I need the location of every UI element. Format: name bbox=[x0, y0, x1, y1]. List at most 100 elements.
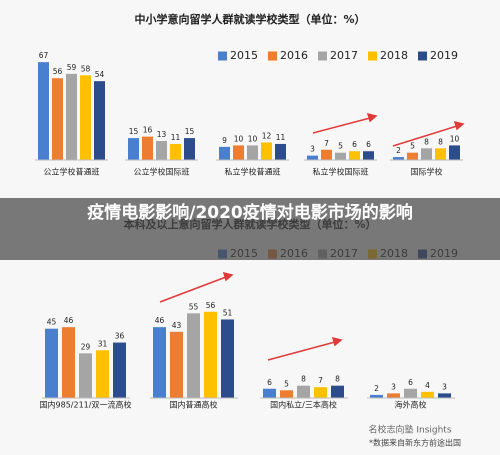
data-label: 2 bbox=[374, 384, 379, 393]
data-label: 58 bbox=[81, 64, 91, 73]
banner-box: 疫情电影影响/2020疫情对电影市场的影响 bbox=[87, 203, 413, 223]
data-label: 15 bbox=[185, 127, 195, 136]
bar bbox=[219, 146, 230, 160]
bar bbox=[45, 328, 58, 398]
bar bbox=[331, 385, 344, 398]
data-label: 11 bbox=[171, 133, 181, 142]
bar bbox=[156, 141, 167, 160]
bar bbox=[221, 319, 234, 398]
bar bbox=[247, 145, 258, 160]
bar bbox=[94, 81, 105, 160]
banner bbox=[0, 198, 500, 260]
data-label: 51 bbox=[223, 308, 233, 317]
data-label: 56 bbox=[53, 67, 63, 76]
data-label: 67 bbox=[39, 51, 49, 60]
data-label: 12 bbox=[262, 131, 272, 140]
data-label: 45 bbox=[47, 318, 57, 327]
data-label: 55 bbox=[189, 302, 199, 311]
data-label: 16 bbox=[143, 126, 153, 135]
bar bbox=[335, 152, 346, 160]
data-label: 8 bbox=[424, 137, 429, 146]
legend-swatch bbox=[268, 51, 277, 61]
bar bbox=[96, 350, 109, 398]
legend-swatch bbox=[368, 51, 377, 61]
arrow bbox=[312, 117, 371, 134]
bar bbox=[349, 151, 360, 160]
data-label: 8 bbox=[438, 137, 443, 146]
data-label: 36 bbox=[115, 332, 125, 341]
bar bbox=[435, 148, 446, 160]
data-label: 9 bbox=[222, 136, 227, 145]
bar bbox=[314, 387, 327, 398]
bar bbox=[263, 388, 276, 398]
category-label: 公立学校国际班 bbox=[134, 167, 190, 177]
bar bbox=[407, 152, 418, 160]
arrow-head bbox=[222, 271, 234, 282]
arrow bbox=[267, 341, 336, 361]
legend-label: 2019 bbox=[430, 49, 458, 62]
bar bbox=[233, 145, 244, 160]
arrow-head bbox=[366, 112, 378, 123]
data-label: 56 bbox=[206, 301, 216, 310]
legend-label: 2015 bbox=[230, 49, 258, 62]
data-label: 6 bbox=[267, 378, 272, 387]
category-label: 国内私立/三本高校 bbox=[270, 400, 337, 410]
bar bbox=[421, 391, 434, 398]
bar bbox=[80, 75, 91, 160]
banner-title: 疫情电影影响/2020疫情对电影市场的影响 bbox=[87, 203, 413, 223]
category-label: 私立学校国际班 bbox=[313, 167, 369, 177]
data-label: 6 bbox=[408, 378, 413, 387]
data-label: 10 bbox=[234, 134, 244, 143]
bar bbox=[204, 311, 217, 398]
bar bbox=[321, 149, 332, 160]
bar bbox=[275, 143, 286, 160]
chart-title: 中小学意向留学人群就读学校类型（单位：%） bbox=[134, 12, 365, 26]
bar bbox=[128, 138, 139, 160]
bar bbox=[387, 393, 400, 398]
data-label: 43 bbox=[172, 321, 182, 330]
legend-swatch bbox=[218, 51, 227, 61]
bar bbox=[363, 151, 374, 160]
data-label: 6 bbox=[366, 140, 371, 149]
arrow-head bbox=[453, 120, 465, 131]
bar bbox=[184, 138, 195, 160]
bar bbox=[66, 73, 77, 160]
data-label: 10 bbox=[248, 134, 258, 143]
legend-label: 2017 bbox=[330, 49, 358, 62]
category-label: 海外高校 bbox=[395, 400, 427, 410]
data-label: 11 bbox=[276, 133, 286, 142]
bar bbox=[170, 143, 181, 160]
bar bbox=[404, 388, 417, 398]
data-label: 31 bbox=[98, 339, 108, 348]
arrow-head bbox=[331, 336, 343, 347]
category-label: 国内普通高校 bbox=[170, 400, 218, 410]
data-label: 15 bbox=[129, 127, 139, 136]
data-label: 46 bbox=[155, 316, 165, 325]
category-label: 私立学校普通班 bbox=[225, 167, 281, 177]
bar bbox=[438, 393, 451, 398]
bar bbox=[153, 327, 166, 398]
bar bbox=[421, 148, 432, 160]
bar bbox=[79, 353, 92, 398]
legend-label: 2018 bbox=[380, 49, 408, 62]
data-label: 13 bbox=[157, 130, 167, 139]
data-label: 8 bbox=[335, 375, 340, 384]
bar bbox=[261, 142, 272, 160]
data-label: 5 bbox=[410, 142, 415, 151]
bar bbox=[187, 313, 200, 398]
category-label: 国内985/211/双一流高校 bbox=[40, 400, 132, 410]
data-label: 59 bbox=[67, 63, 77, 72]
data-label: 3 bbox=[442, 382, 447, 391]
bar bbox=[280, 390, 293, 398]
data-label: 6 bbox=[352, 140, 357, 149]
bar bbox=[449, 145, 460, 160]
bar bbox=[113, 342, 126, 398]
data-label: 3 bbox=[310, 145, 315, 154]
category-label: 公立学校普通班 bbox=[44, 167, 100, 177]
data-label: 5 bbox=[338, 142, 343, 151]
data-label: 5 bbox=[284, 379, 289, 388]
data-label: 2 bbox=[396, 146, 401, 155]
legend-label: 2016 bbox=[280, 49, 308, 62]
bar bbox=[297, 385, 310, 398]
